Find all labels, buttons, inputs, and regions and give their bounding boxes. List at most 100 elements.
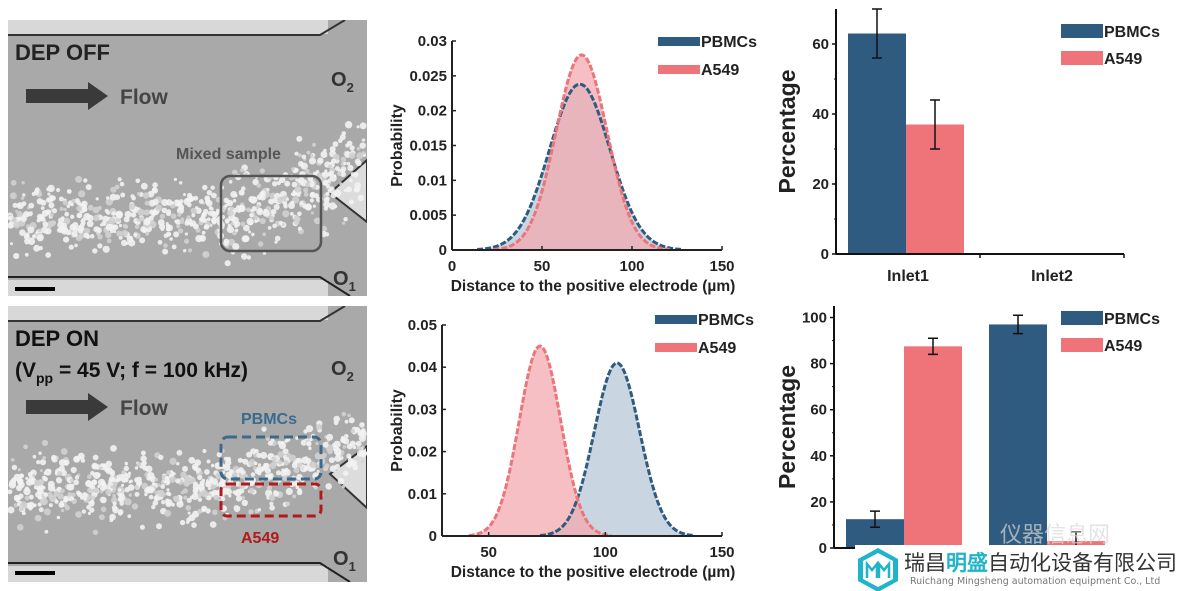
cell	[63, 459, 70, 466]
cell	[174, 200, 181, 207]
cell	[43, 492, 48, 497]
cell	[277, 197, 284, 203]
cell	[144, 200, 150, 206]
cell	[206, 190, 213, 196]
cell	[19, 229, 26, 236]
curve-pbmcs	[539, 361, 695, 537]
cell	[272, 181, 278, 187]
legend-label: PBMCs	[1104, 311, 1160, 328]
cell	[117, 177, 122, 182]
cell	[62, 200, 68, 206]
y-tick-label: 0.025	[409, 68, 447, 85]
cell	[273, 490, 280, 497]
cell	[41, 217, 46, 222]
flow-arrow-icon	[26, 82, 108, 110]
bar-chart: Inlet1 Inlet2 0 20 40 60 Percentage PBMCs A549	[774, 8, 1160, 285]
cell	[117, 488, 122, 492]
cell	[11, 477, 17, 483]
cell	[176, 500, 184, 508]
cell	[357, 194, 364, 202]
cell	[352, 464, 359, 471]
cell	[165, 498, 170, 504]
cell	[272, 223, 277, 229]
cell	[257, 207, 263, 214]
cell	[136, 476, 142, 482]
cell	[123, 216, 130, 223]
cell	[176, 224, 181, 229]
cell-cluster	[8, 121, 367, 267]
cell	[165, 491, 171, 496]
cell	[174, 219, 179, 224]
cell	[99, 466, 103, 470]
cell	[330, 158, 337, 164]
cell	[200, 489, 208, 498]
cell	[191, 493, 199, 500]
cell	[337, 477, 345, 485]
cell	[134, 466, 139, 470]
cell	[48, 202, 55, 209]
cell	[106, 238, 112, 244]
cell	[54, 499, 59, 504]
cell	[188, 514, 196, 522]
cell	[336, 171, 342, 176]
cell	[349, 440, 356, 447]
cell	[288, 202, 295, 209]
cell	[235, 228, 239, 232]
y-tick-label: 0	[439, 242, 447, 259]
cell	[135, 178, 141, 184]
legend-swatch-pbmcs	[655, 315, 697, 324]
cell	[100, 485, 106, 492]
cell	[240, 168, 245, 173]
a549-region-label: A549	[241, 530, 279, 547]
cell	[56, 227, 63, 233]
x-tick-label: 150	[709, 544, 734, 561]
cell	[294, 151, 299, 156]
cell	[311, 142, 317, 147]
cell	[156, 523, 162, 530]
cell	[96, 227, 102, 234]
cell	[325, 196, 330, 201]
area-pbmcs	[442, 363, 722, 536]
cell	[193, 481, 198, 487]
cell	[9, 192, 17, 200]
cell	[339, 182, 343, 186]
cell	[343, 434, 349, 439]
cell	[265, 437, 270, 441]
cell	[210, 210, 217, 216]
cell	[197, 508, 203, 514]
legend-label: PBMCs	[1104, 24, 1160, 41]
cell	[202, 218, 208, 224]
cell	[21, 181, 25, 185]
cell	[277, 451, 284, 458]
cell	[151, 482, 156, 486]
cell	[106, 196, 110, 200]
cell	[83, 178, 88, 183]
cell	[133, 233, 138, 237]
cell	[64, 498, 68, 502]
cell	[342, 445, 347, 449]
cell	[266, 188, 270, 192]
cell	[124, 210, 132, 218]
cell	[41, 210, 49, 217]
cell	[232, 472, 237, 477]
cell	[348, 152, 356, 159]
cell	[199, 470, 203, 475]
cell	[12, 202, 18, 208]
cell	[211, 192, 217, 199]
cell	[248, 230, 252, 234]
cell	[102, 215, 109, 223]
cell	[21, 216, 27, 223]
cell	[273, 204, 280, 210]
cell	[63, 217, 71, 225]
cell	[309, 461, 317, 469]
y-tick-label: 40	[812, 106, 829, 123]
cell	[223, 463, 231, 471]
cell	[13, 503, 19, 508]
cell	[56, 515, 61, 520]
scale-bar	[15, 287, 55, 291]
cell	[190, 207, 197, 215]
cell	[164, 475, 170, 481]
cell	[295, 436, 299, 440]
cell	[225, 220, 229, 224]
cell	[183, 193, 186, 196]
